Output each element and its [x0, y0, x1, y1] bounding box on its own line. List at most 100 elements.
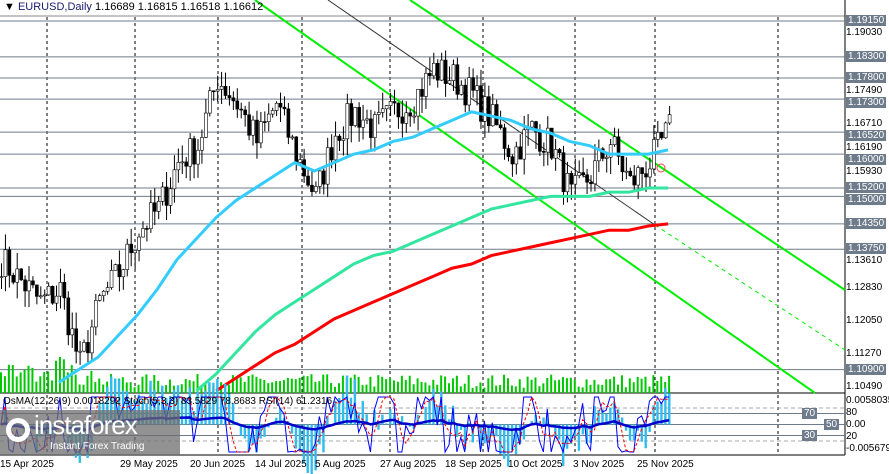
osma-bar [267, 424, 270, 428]
volume-bar [609, 379, 612, 393]
candle-body [408, 112, 413, 117]
volume-bar [416, 378, 419, 393]
candle-body [306, 175, 310, 186]
dropdown-triangle-icon[interactable]: ▼ [4, 1, 15, 13]
osma-bar [648, 424, 651, 432]
candle-body [467, 77, 471, 106]
osma-bar [310, 424, 313, 474]
candle-body [545, 127, 550, 153]
volume-bar [43, 372, 46, 393]
logo-tagline: Instant Forex Trading [50, 441, 145, 452]
volume-bar [19, 372, 22, 393]
candle-body [656, 132, 660, 140]
candle-body [223, 86, 228, 96]
candle-body [561, 152, 566, 193]
candle-body [121, 269, 126, 278]
moving-average-slow [215, 222, 669, 393]
price-level-label: 1.15000 [846, 193, 887, 205]
volume-bar [585, 379, 588, 393]
candle-body [137, 236, 141, 251]
volume-bar [459, 386, 462, 393]
candle-body [365, 118, 369, 121]
volume-bar [290, 378, 293, 393]
candle-body [608, 144, 613, 158]
indicator-level-label: 50 [824, 418, 840, 430]
osma-bar [660, 402, 663, 425]
osma-bar [589, 424, 592, 443]
candle-body [188, 138, 192, 167]
osma-bar [208, 382, 211, 425]
volume-bar [145, 374, 148, 393]
osma-bar [640, 424, 643, 442]
candle-body [667, 114, 672, 124]
osma-bar [172, 389, 176, 425]
date-axis-label: 3 Nov 2025 [573, 459, 625, 470]
volume-bar [624, 387, 627, 393]
candle-body [274, 102, 279, 111]
osma-bar [259, 424, 262, 439]
candle-body [373, 114, 377, 138]
candle-body [357, 107, 361, 128]
osma-bar [495, 424, 498, 437]
volume-bar [165, 385, 168, 393]
volume-bar [168, 379, 171, 393]
candle-body [255, 119, 259, 144]
osma-bar [400, 416, 404, 425]
osma-bar [125, 391, 129, 425]
volume-bar [365, 384, 368, 393]
osma-bar [585, 424, 588, 444]
price-axis-label: 1.19030 [846, 27, 883, 38]
indicator-level-label: 20 [846, 431, 858, 442]
candle-body [353, 107, 358, 126]
date-axis-label: 15 Apr 2025 [0, 459, 54, 470]
volume-bar [424, 382, 427, 393]
candle-body [431, 62, 436, 77]
candle-body [219, 86, 224, 90]
candle-body [341, 138, 346, 141]
osma-bar [620, 417, 624, 425]
osma-bar [483, 424, 486, 444]
volume-bar [302, 375, 305, 393]
candle-body [451, 64, 456, 81]
candle-body [428, 72, 432, 77]
volume-bar [172, 385, 175, 393]
candle-body [479, 85, 483, 122]
candle-body [50, 285, 55, 304]
volume-bar [565, 378, 568, 393]
candle-body [487, 96, 491, 127]
candle-body [384, 105, 389, 110]
osma-bar [499, 424, 502, 455]
osma-bar [530, 420, 533, 425]
osma-bar [212, 382, 215, 425]
volume-bar [255, 376, 258, 393]
moving-average-fast [58, 110, 669, 384]
candle-body [435, 62, 440, 81]
osma-bar [444, 405, 447, 425]
osma-bar [597, 410, 600, 425]
date-axis-label: 14 Jul 2025 [255, 459, 307, 470]
volume-bar [499, 385, 502, 393]
price-level-label: 1.14350 [846, 217, 887, 229]
candle-body [494, 104, 499, 126]
indicator-level-label: 30 [802, 429, 818, 441]
stochastic-signal-line [0, 395, 670, 453]
candle-body [380, 108, 385, 113]
volume-bar [597, 384, 600, 393]
osma-bar [534, 414, 537, 425]
candle-body [105, 287, 110, 292]
osma-bar [538, 421, 541, 425]
candle-body [534, 121, 538, 133]
symbol-label: EURUSD,Daily [17, 1, 92, 13]
osma-bar [365, 414, 368, 425]
volume-bar [573, 379, 576, 393]
candle-body [439, 59, 444, 81]
candle-body [109, 270, 114, 288]
osma-bar [243, 424, 247, 439]
volume-bar [35, 381, 38, 393]
candle-body [475, 85, 479, 91]
osma-bar [455, 424, 459, 437]
volume-bar [664, 382, 667, 393]
candle-body [424, 72, 428, 97]
volume-bar [656, 380, 659, 393]
volume-bar [601, 384, 604, 393]
